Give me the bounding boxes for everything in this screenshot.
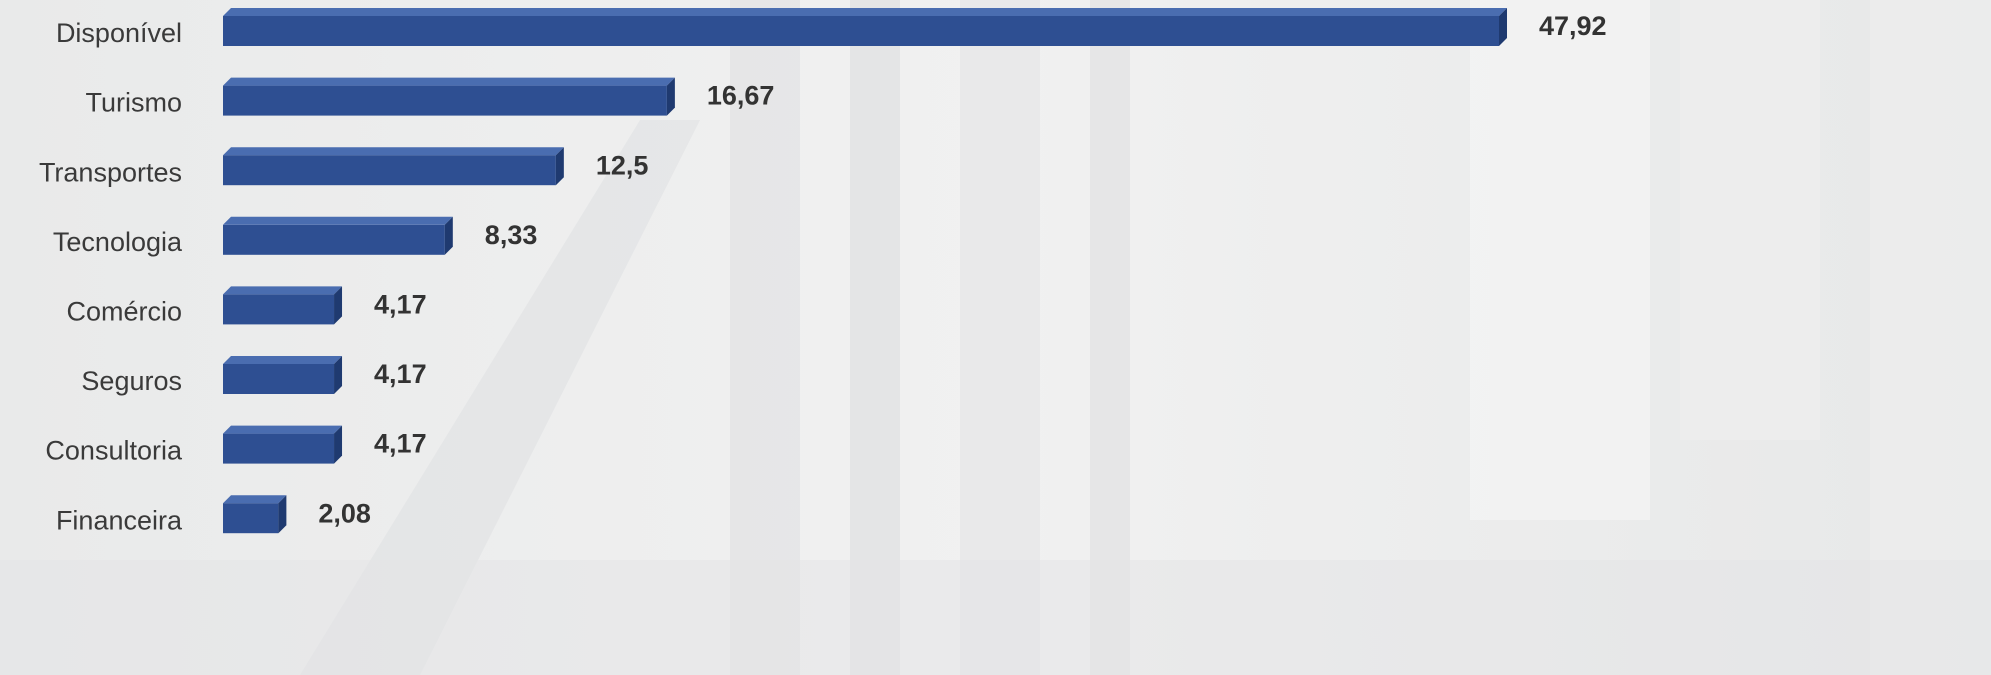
value-label: 4,17 [374,290,427,320]
bar-top [223,8,1507,16]
category-label: Tecnologia [53,227,183,257]
chart: Disponível 47,92 Turismo 16,67 Transportes 12… [0,0,1991,675]
category-label: Transportes [39,157,182,187]
bar [223,294,334,324]
value-label: 47,92 [1539,11,1607,41]
category-label: Turismo [85,88,182,118]
bar [223,364,334,394]
category-label: Seguros [81,366,182,396]
page: {"chart_data": {"type": "bar", "orientat… [0,0,1991,675]
bar [223,155,556,185]
bar-top [223,495,286,503]
bar-top [223,286,342,294]
value-label: 2,08 [318,498,371,528]
bar [223,503,278,533]
category-label: Comércio [66,297,182,327]
bar-top [223,217,453,225]
bar [223,16,1499,46]
value-label: 12,5 [596,150,649,180]
bar [223,225,445,255]
category-label: Consultoria [45,436,183,466]
bar [223,86,667,116]
bar [223,434,334,464]
bar-top [223,426,342,434]
value-label: 8,33 [485,220,538,250]
category-label: Financeira [56,505,183,535]
value-label: 4,17 [374,429,427,459]
value-label: 4,17 [374,359,427,389]
category-label: Disponível [56,18,182,48]
bar-top [223,147,564,155]
bar-top [223,78,675,86]
bar-top [223,356,342,364]
value-label: 16,67 [707,81,775,111]
